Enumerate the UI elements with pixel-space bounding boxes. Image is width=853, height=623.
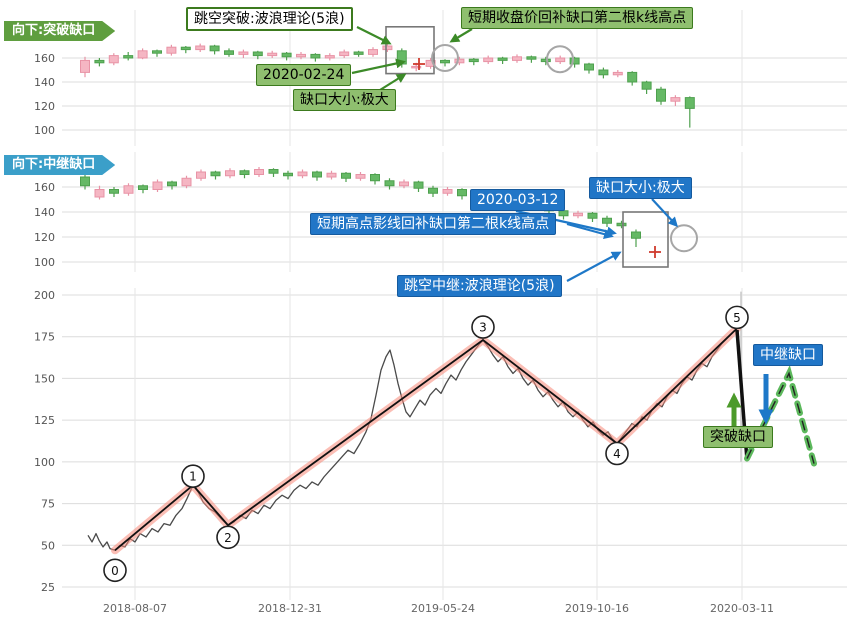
y-tick-label: 140: [34, 206, 55, 219]
annotation-continuation-gap-date: 2020-03-12: [470, 189, 566, 211]
annotation-shadow-fills-gap: 短期高点影线回补缺口第二根k线高点: [310, 213, 557, 235]
y-tick-label: 100: [34, 124, 55, 137]
wave-point-number: 3: [479, 321, 487, 335]
x-tick-label: 2019-10-16: [565, 602, 629, 615]
y-tick-label: 25: [41, 581, 55, 594]
gap-highlight-box: [622, 211, 669, 268]
gap-fill-circle: [670, 224, 698, 253]
x-tick-label: 2018-12-31: [258, 602, 322, 615]
annotation-arrow: [566, 222, 614, 239]
annotation-breakaway-gap-size: 缺口大小:极大: [293, 89, 396, 111]
label-continuation-gap: 中继缺口: [753, 344, 823, 366]
annotation-breakaway-wave-theory: 跳空突破:波浪理论(5浪): [186, 7, 353, 31]
y-tick-label: 120: [34, 100, 55, 113]
annotation-arrow: [449, 28, 473, 43]
y-tick-label: 175: [34, 331, 55, 344]
wave-point-number: 2: [224, 531, 232, 545]
wave-point-number: 0: [111, 564, 119, 578]
y-tick-label: 200: [34, 289, 55, 302]
wave-highlight-line: [111, 324, 741, 555]
annotation-arrow: [566, 251, 622, 282]
x-tick-label: 2018-08-07: [103, 602, 167, 615]
annotation-arrow: [356, 26, 392, 45]
projection-dashed-line: [744, 365, 817, 467]
y-tick-label: 160: [34, 181, 55, 194]
annotation-continuation-wave-theory: 跳空中继:波浪理论(5浪): [397, 275, 562, 297]
mid-grid: 100 120 140 160: [34, 152, 847, 272]
label-breakaway-gap: 突破缺口: [703, 426, 773, 448]
wave-point-number: 4: [613, 447, 621, 461]
banner-breakaway-gap: 向下:突破缺口: [4, 21, 115, 41]
wave-point-number: 5: [733, 311, 741, 325]
wave-point-circle: [605, 441, 629, 466]
annotation-close-fills-gap: 短期收盘价回补缺口第二根k线高点: [461, 7, 694, 29]
top-grid: 100 120 140 160: [34, 10, 847, 146]
projection-dashed-core: [746, 371, 815, 464]
annotation-arrow: [651, 198, 679, 228]
wave-point-circle: [181, 464, 205, 489]
x-tick-label: 2020-03-11: [710, 602, 774, 615]
wave-point-circle: [216, 525, 240, 550]
y-tick-label: 160: [34, 52, 55, 65]
annotation-continuation-gap-size: 缺口大小:极大: [589, 177, 692, 199]
y-tick-label: 140: [34, 76, 55, 89]
annotation-arrows: [351, 26, 679, 282]
wave-line: [114, 327, 738, 551]
annotation-arrow: [351, 58, 406, 75]
wave-point-circle: [725, 305, 749, 330]
breakaway-gap-candles: [80, 25, 695, 128]
x-tick-label: 2019-05-24: [411, 602, 475, 615]
wave-point-circle: [103, 558, 127, 583]
y-tick-label: 50: [41, 539, 55, 552]
y-tick-label: 150: [34, 372, 55, 385]
y-tick-label: 100: [34, 456, 55, 469]
x-axis-labels: 2018-08-07 2018-12-31 2019-05-24 2019-10-16…: [103, 602, 774, 615]
elliott-wave-chart: 0 1 2 3 4 5: [87, 291, 817, 583]
annotation-arrow: [379, 73, 407, 91]
wave-point-circle: [471, 315, 495, 339]
price-line: [87, 327, 738, 551]
annotation-breakaway-gap-date: 2020-02-24: [256, 64, 352, 86]
gap-fill-circle: [431, 44, 459, 72]
gap-fill-circle: [546, 45, 574, 74]
y-tick-label: 120: [34, 231, 55, 244]
y-tick-label: 100: [34, 256, 55, 269]
y-tick-label: 125: [34, 414, 55, 427]
wave-point-number: 1: [189, 470, 197, 484]
y-tick-label: 75: [41, 498, 55, 511]
banner-continuation-gap: 向下:中继缺口: [4, 155, 115, 175]
